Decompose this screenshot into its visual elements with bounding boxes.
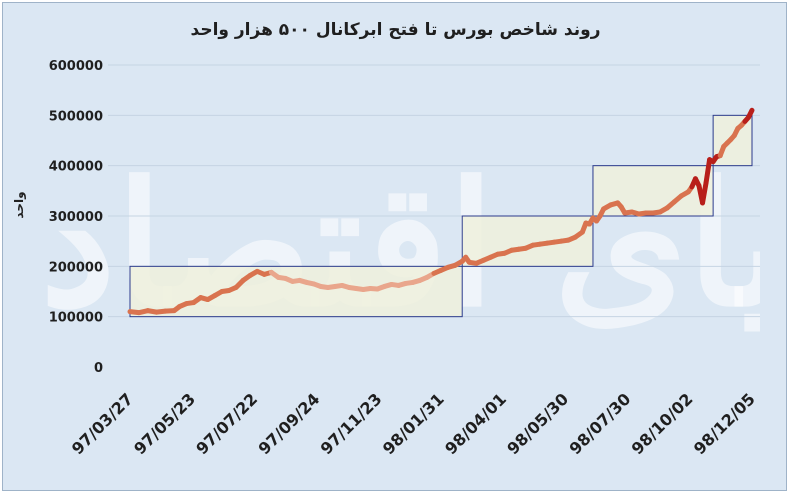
highlight-box bbox=[129, 265, 463, 318]
y-tick-label: 300000 bbox=[49, 210, 103, 225]
x-tick-label: 97/03/27 bbox=[68, 389, 137, 458]
y-tick-label: 400000 bbox=[49, 160, 103, 175]
highlight-boxes bbox=[129, 114, 753, 318]
series-segment bbox=[700, 180, 709, 206]
x-tick-label: 97/05/23 bbox=[130, 389, 199, 458]
y-tick-label: 500000 bbox=[49, 109, 103, 124]
x-tick-label: 98/07/30 bbox=[565, 389, 634, 458]
y-tick-labels: 0 100000 200000 300000 400000 500000 600000 bbox=[49, 59, 103, 376]
x-tick-label: 98/10/02 bbox=[628, 389, 697, 458]
series-line bbox=[127, 107, 755, 316]
x-tick-label: 97/07/22 bbox=[192, 389, 261, 458]
y-tick-label: 100000 bbox=[49, 311, 103, 326]
y-tick-label: 0 bbox=[94, 361, 103, 376]
series-segment bbox=[745, 107, 755, 120]
y-tick-label: 200000 bbox=[49, 260, 103, 275]
highlight-box bbox=[592, 165, 714, 217]
x-tick-labels: 97/03/2797/05/2397/07/2297/09/2497/11/23… bbox=[68, 389, 759, 458]
x-tick-label: 98/01/31 bbox=[379, 389, 448, 458]
x-tick-label: 97/11/23 bbox=[317, 389, 386, 458]
y-tick-label: 600000 bbox=[49, 59, 103, 74]
chart-title: روند شاخص بورس تا فتح ابرکانال ۵۰۰ هزار … bbox=[190, 20, 601, 40]
x-tick-label: 98/04/01 bbox=[441, 389, 510, 458]
x-tick-label: 98/12/05 bbox=[690, 389, 759, 458]
x-tick-label: 97/09/24 bbox=[254, 389, 323, 458]
x-tick-label: 98/05/30 bbox=[503, 389, 572, 458]
series-segment bbox=[703, 157, 713, 186]
